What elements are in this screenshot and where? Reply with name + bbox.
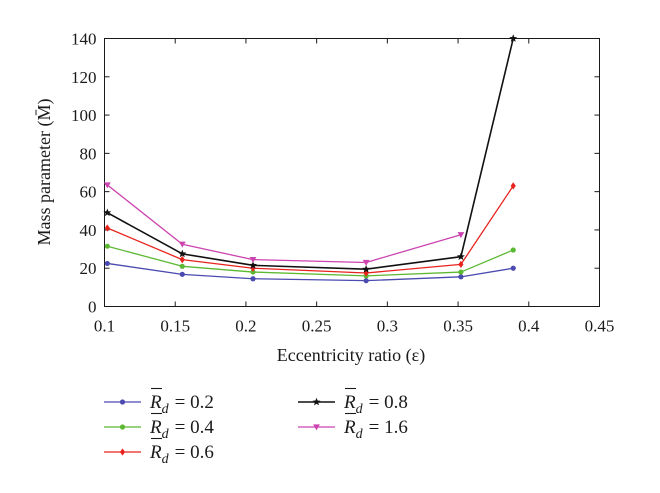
legend-label: Rd = 0.6 (149, 442, 214, 467)
legend-item: Rd = 0.8 (298, 387, 408, 417)
legend-label: Rd = 0.8 (343, 392, 408, 417)
data-point (362, 264, 371, 273)
series-line (107, 262, 514, 282)
legend-swatch-marker (119, 399, 126, 405)
series-0 (104, 260, 516, 284)
legend-item: Rd = 1.6 (298, 412, 408, 442)
data-point (250, 269, 256, 275)
data-point (457, 232, 465, 239)
data-point (458, 269, 464, 275)
legend: Rd = 0.2Rd = 0.4Rd = 0.6 Rd = 0.8Rd = 1.6 (104, 387, 408, 467)
data-point (510, 265, 516, 271)
data-point (249, 257, 257, 263)
y-tick-label: 60 (80, 183, 97, 202)
y-tick-label: 40 (80, 221, 97, 240)
data-point (363, 269, 369, 277)
y-tick-label: 0 (88, 298, 97, 317)
y-tick-label: 80 (80, 144, 97, 163)
data-point (249, 261, 257, 269)
x-axis-title: Eccentricity ratio (ε) (277, 345, 425, 366)
legend-item: Rd = 0.2 (104, 387, 214, 417)
y-tick-label: 140 (71, 30, 97, 49)
legend-swatch-marker (119, 424, 126, 430)
data-point (458, 274, 464, 280)
data-point (179, 271, 185, 277)
data-point (104, 260, 110, 267)
y-axis-title: Mass parameter (M̄) (34, 99, 55, 246)
data-point (362, 259, 370, 266)
x-tick-label: 0.2 (235, 317, 256, 336)
y-tick-label: 20 (80, 259, 97, 278)
data-point (458, 260, 464, 268)
x-tick-label: 0.45 (585, 317, 615, 336)
series-4 (103, 182, 465, 266)
data-point (103, 208, 112, 217)
legend-item: Rd = 0.4 (104, 412, 214, 442)
legend-swatch-marker (119, 448, 126, 456)
legend-swatch-marker (312, 397, 321, 406)
x-tick-label: 0.15 (160, 317, 190, 336)
data-point (179, 256, 185, 264)
data-point (509, 34, 518, 42)
legend-swatch-marker (313, 424, 320, 431)
legend-label: Rd = 0.2 (149, 392, 214, 417)
y-tick-label: 120 (71, 68, 97, 87)
legend-item: Rd = 0.6 (104, 437, 214, 467)
data-point (510, 182, 516, 190)
plot-area-frame (104, 38, 600, 307)
data-point (510, 247, 516, 253)
x-tick-label: 0.25 (302, 317, 332, 336)
y-axis-ticks: 0 20 40 60 80 100 120 140 (71, 30, 600, 317)
data-point (250, 276, 256, 282)
series-layer (103, 34, 518, 284)
y-tick-label: 100 (71, 106, 97, 125)
x-tick-label: 0.4 (518, 317, 540, 336)
series-line (107, 245, 514, 277)
x-axis-ticks: 0.1 0.15 0.2 0.25 0.3 0.35 0.4 0.45 (94, 38, 615, 336)
data-point (178, 241, 186, 248)
series-line (106, 38, 515, 270)
series-line (107, 185, 514, 274)
data-point (456, 252, 465, 261)
x-tick-label: 0.35 (443, 317, 473, 336)
data-point (178, 249, 187, 258)
data-point (103, 182, 111, 189)
legend-label: Rd = 0.4 (149, 417, 214, 442)
y-axis-title-group: Mass parameter (M̄) (34, 99, 55, 246)
data-point (104, 224, 110, 232)
x-tick-label: 0.1 (94, 317, 115, 336)
x-tick-label: 0.3 (377, 317, 398, 336)
data-point (363, 278, 369, 284)
data-point (179, 263, 185, 269)
series-3 (103, 34, 518, 273)
data-point (104, 243, 110, 249)
legend-label: Rd = 1.6 (343, 417, 408, 442)
